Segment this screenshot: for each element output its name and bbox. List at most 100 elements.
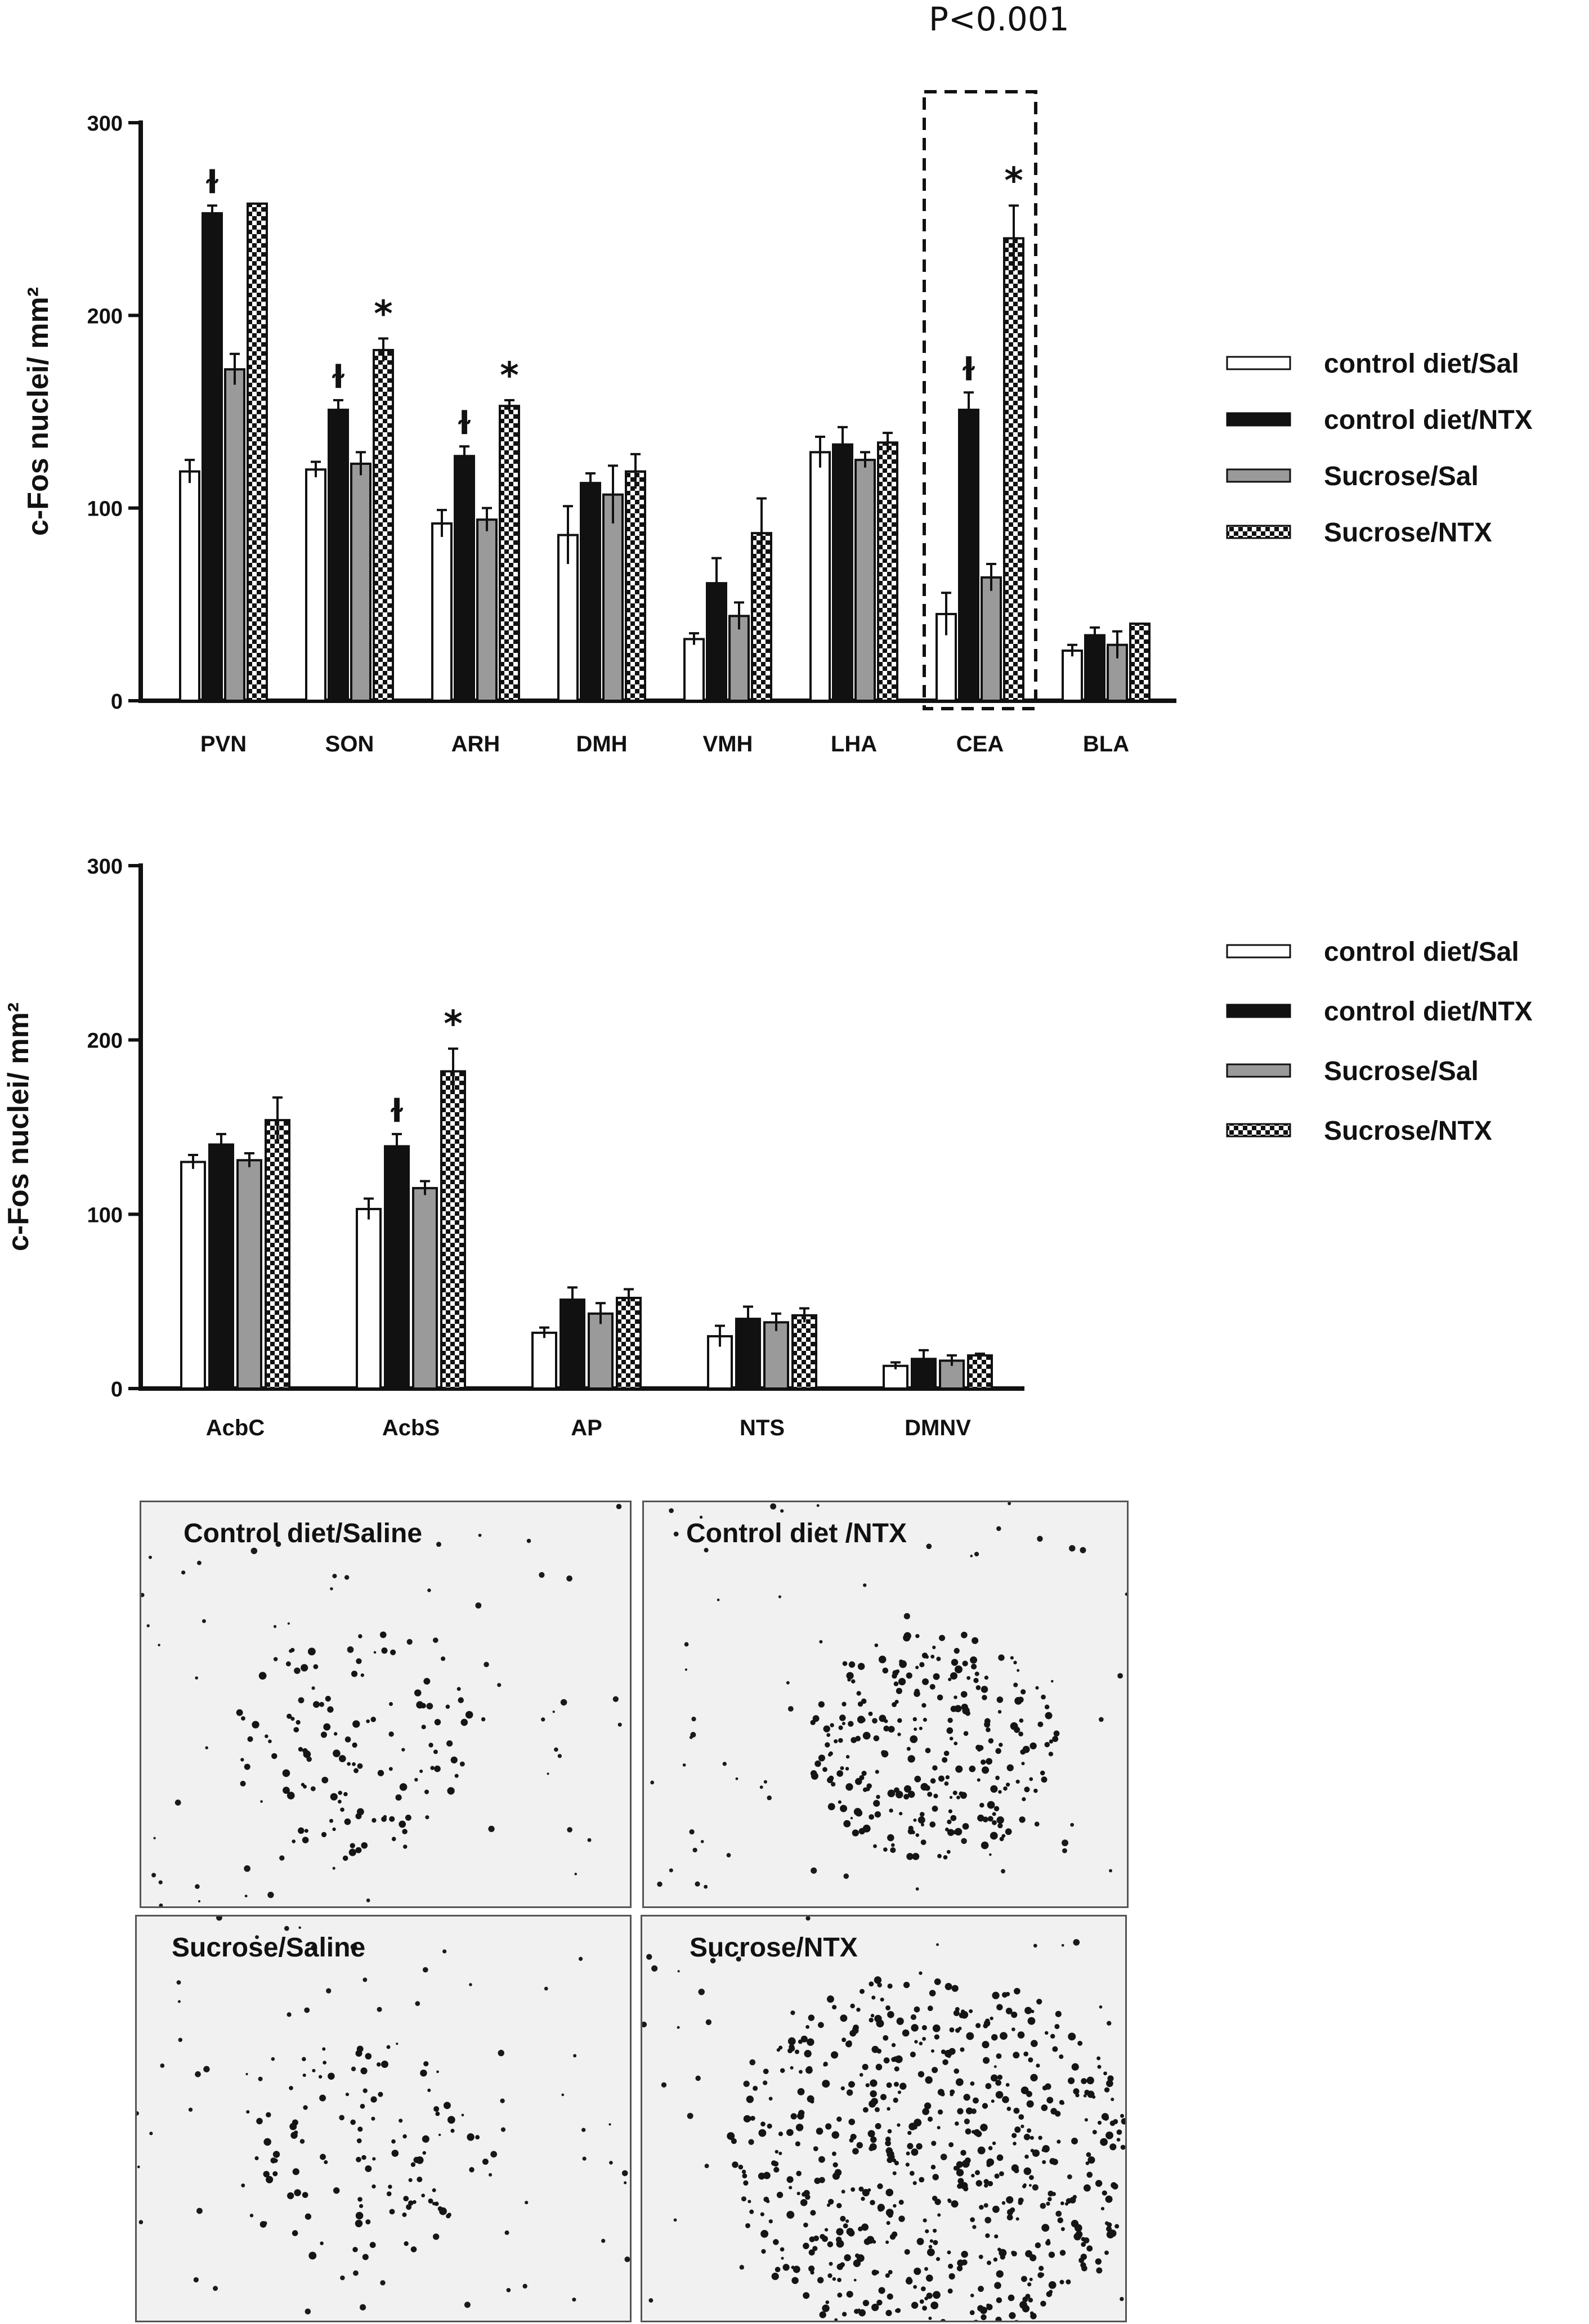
- significance-marker: ɫ: [960, 351, 977, 388]
- nucleus-dot: [790, 2010, 795, 2016]
- nucleus-dot: [624, 2181, 627, 2184]
- nucleus-dot: [916, 2238, 924, 2245]
- nucleus-dot: [320, 1731, 327, 1738]
- legend-label: Sucrose/Sal: [1324, 462, 1479, 491]
- nucleus-dot: [939, 1635, 946, 1641]
- nucleus-dot: [1045, 2083, 1051, 2090]
- nucleus-dot: [971, 2174, 975, 2178]
- nucleus-dot: [969, 2310, 975, 2316]
- bar: [476, 518, 498, 702]
- nucleus-dot: [294, 1667, 301, 1674]
- nucleus-dot: [963, 2186, 969, 2192]
- nucleus-dot: [365, 2053, 372, 2060]
- nucleus-dot: [921, 2025, 927, 2031]
- nucleus-dot: [389, 2209, 395, 2215]
- nucleus-dot: [956, 2169, 964, 2177]
- nucleus-dot: [352, 1762, 356, 1766]
- nucleus-dot: [763, 2068, 769, 2075]
- nucleus-dot: [1000, 2032, 1008, 2040]
- nucleus-dot: [999, 1743, 1003, 1747]
- nucleus-dot: [906, 1747, 911, 1751]
- bar: [854, 459, 876, 702]
- micrograph-label: Control diet/Saline: [183, 1519, 423, 1548]
- nucleus-dot: [1013, 2142, 1017, 2146]
- nucleus-dot: [1044, 1741, 1050, 1748]
- nucleus-dot: [997, 2074, 1003, 2080]
- nucleus-dot: [773, 2239, 779, 2245]
- nucleus-dot: [856, 2007, 861, 2012]
- nucleus-dot: [356, 1658, 362, 1664]
- nucleus-dot: [360, 2067, 368, 2075]
- nucleus-dot: [961, 1632, 968, 1638]
- nucleus-dot: [874, 2014, 882, 2023]
- nucleus-dot: [1059, 2250, 1066, 2256]
- chart-top: 0 100 200 300 c-Fos nuclei/ mm² PVN SON ARH DMH V…: [22, 90, 1533, 756]
- nucleus-dot: [430, 1766, 435, 1770]
- nucleus-dot: [1083, 2094, 1087, 2098]
- nucleus-dot: [846, 1672, 854, 1680]
- nucleus-dot: [504, 2230, 509, 2235]
- nucleus-dot: [832, 2277, 836, 2281]
- nucleus-dot: [763, 1780, 768, 1784]
- nucleus-dot: [950, 1672, 958, 1680]
- nucleus-dot: [860, 1989, 865, 1994]
- legend-label: control diet/Sal: [1324, 349, 1519, 379]
- nucleus-dot: [735, 1777, 738, 1780]
- bar: [580, 482, 601, 702]
- nucleus-dot: [1066, 2279, 1071, 2285]
- nucleus-dot: [689, 1735, 693, 1739]
- nucleus-dot: [704, 1548, 709, 1553]
- nucleus-dot: [439, 2207, 447, 2215]
- nucleus-dot: [1018, 2114, 1024, 2120]
- nucleus-dot: [828, 1775, 834, 1781]
- nucleus-dot: [996, 2053, 1002, 2059]
- nucleus-dot: [1099, 2005, 1103, 2009]
- nucleus-dot: [1001, 1834, 1006, 1838]
- nucleus-dot: [907, 1755, 915, 1763]
- nucleus-dot: [929, 1683, 936, 1690]
- nucleus-dot: [1050, 1680, 1054, 1683]
- nucleus-dot: [1095, 2258, 1102, 2265]
- nucleus-dot: [388, 1731, 394, 1737]
- nucleus-dot: [582, 2156, 587, 2161]
- nucleus-dot: [178, 2038, 183, 2042]
- nucleus-dot: [369, 2242, 376, 2249]
- nucleus-dot: [872, 1718, 878, 1724]
- nucleus-dot: [830, 1723, 834, 1727]
- nucleus-dot: [992, 2141, 996, 2146]
- nucleus-dot: [1081, 2242, 1086, 2247]
- nucleus-dot: [442, 1949, 447, 1954]
- nucleus-dot: [996, 2297, 1002, 2303]
- nucleus-dot: [996, 2270, 1004, 2278]
- nucleus-dot: [888, 1726, 895, 1733]
- nucleus-dot: [848, 1661, 856, 1668]
- nucleus-dot: [933, 1793, 938, 1799]
- nucleus-dot: [847, 2040, 852, 2046]
- nucleus-dot: [948, 1809, 952, 1813]
- nucleus-dot: [776, 2192, 784, 2198]
- nucleus-dot: [906, 1853, 914, 1860]
- nucleus-dot: [836, 2240, 844, 2248]
- nucleus-dot: [294, 2189, 301, 2197]
- nucleus-dot: [983, 2203, 988, 2208]
- nucleus-dot: [343, 1792, 348, 1797]
- nucleus-dot: [525, 2201, 529, 2205]
- nucleus-dot: [1038, 2135, 1042, 2140]
- nucleus-dot: [919, 1662, 925, 1668]
- nucleus-dot: [1002, 2095, 1009, 2103]
- nucleus-dot: [704, 2164, 709, 2169]
- nucleus-dot: [790, 2113, 797, 2120]
- nucleus-dot: [759, 1785, 763, 1789]
- nucleus-dot: [1006, 2214, 1013, 2220]
- nucleus-dot: [827, 2241, 834, 2247]
- nucleus-dot: [348, 1848, 356, 1856]
- nucleus-dot: [1120, 2113, 1124, 2118]
- nucleus-dot: [347, 1646, 354, 1653]
- nucleus-dot: [236, 1709, 243, 1716]
- nucleus-dot: [843, 1873, 849, 1879]
- nucleus-dot: [1084, 2089, 1090, 2095]
- significance-marker: *: [374, 293, 392, 335]
- nucleus-dot: [919, 2177, 925, 2183]
- nucleus-dot: [739, 2265, 745, 2270]
- nucleus-dot: [838, 1800, 842, 1804]
